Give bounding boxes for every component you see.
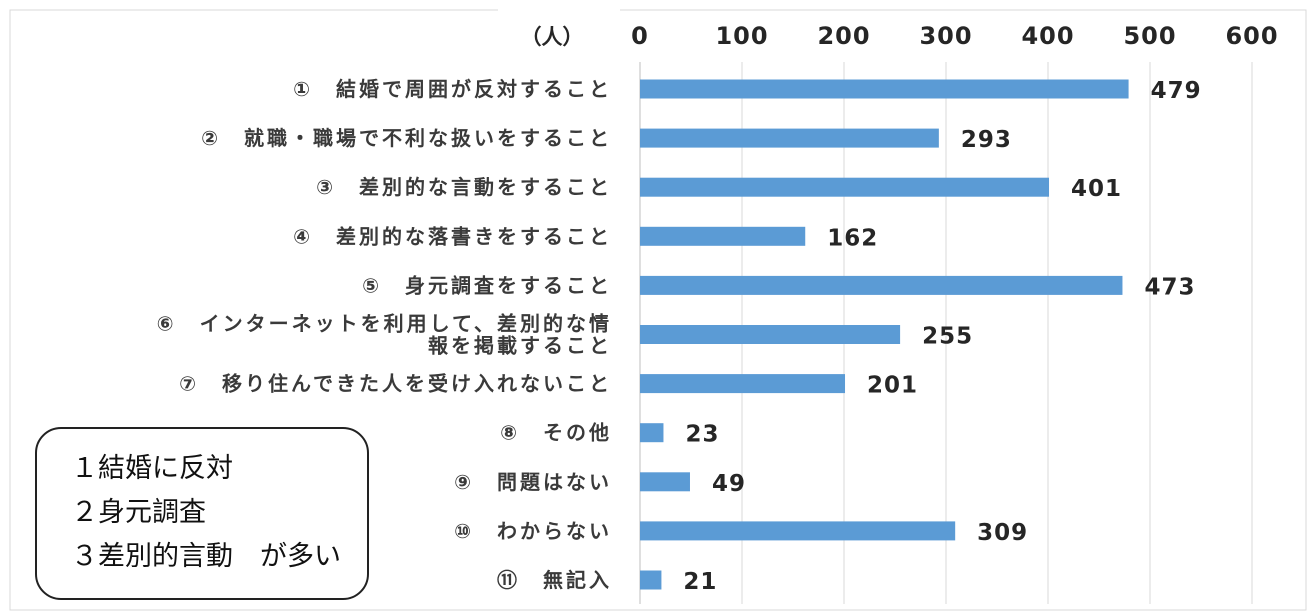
- category-label: ⑦ 移り住んできた人を受け入れないこと: [179, 372, 612, 396]
- bars: [640, 79, 1129, 590]
- x-tick-label: 400: [1021, 22, 1074, 50]
- value-label: 309: [977, 520, 1028, 546]
- x-tick-label: 600: [1225, 22, 1278, 50]
- category-label: ⑧ その他: [500, 421, 612, 445]
- bar: [640, 275, 1123, 295]
- value-label: 401: [1071, 176, 1122, 202]
- value-label: 201: [867, 373, 918, 399]
- category-label: ③ 差別的な言動をすること: [316, 175, 612, 199]
- category-label: ② 就職・職場で不利な扱いをすること: [201, 126, 612, 150]
- bar: [640, 226, 806, 246]
- category-label: ⑩ わからない: [454, 519, 612, 543]
- bar: [640, 374, 846, 394]
- bar: [640, 325, 901, 344]
- bar: [640, 521, 956, 541]
- category-label: ① 結婚で周囲が反対すること: [293, 77, 612, 101]
- category-label: 報を掲載すること: [428, 334, 612, 358]
- bar: [640, 79, 1129, 99]
- bar: [640, 570, 662, 590]
- value-label: 49: [712, 471, 746, 497]
- x-tick-label: 0: [631, 22, 649, 50]
- summary-line-3: ３差別的言動 が多い: [71, 541, 341, 572]
- bar: [640, 177, 1050, 197]
- value-label: 473: [1144, 274, 1195, 300]
- unit-label: （人）: [521, 25, 584, 49]
- category-label: ⑤ 身元調査をすること: [362, 273, 612, 297]
- summary-line-2: ２身元調査: [71, 497, 206, 528]
- value-label: 255: [922, 324, 973, 350]
- x-tick-label: 500: [1123, 22, 1176, 50]
- value-label: 162: [827, 225, 878, 251]
- value-label: 23: [685, 422, 719, 448]
- value-label: 479: [1151, 78, 1202, 104]
- category-label: ⑪ 無記入: [497, 568, 612, 592]
- category-label: ⑥ インターネットを利用して、差別的な情: [157, 312, 612, 336]
- x-tick-label: 200: [817, 22, 870, 50]
- x-tick-label: 300: [919, 22, 972, 50]
- summary-callout: １結婚に反対 ２身元調査 ３差別的言動 が多い: [35, 427, 369, 600]
- bar: [640, 128, 939, 148]
- bar: [640, 472, 690, 492]
- category-label: ⑨ 問題はない: [454, 470, 612, 494]
- category-labels: ① 結婚で周囲が反対すること ② 就職・職場で不利な扱いをすること ③ 差別的な言動…: [157, 77, 612, 592]
- x-tick-label: 100: [715, 22, 768, 50]
- x-axis-ticks: 0 100 200 300 400 500 600: [631, 22, 1278, 50]
- summary-line-1: １結婚に反対: [71, 453, 233, 484]
- category-label: ④ 差別的な落書きをすること: [293, 224, 612, 248]
- value-label: 293: [961, 127, 1012, 153]
- value-label: 21: [683, 569, 717, 595]
- bar: [640, 423, 664, 443]
